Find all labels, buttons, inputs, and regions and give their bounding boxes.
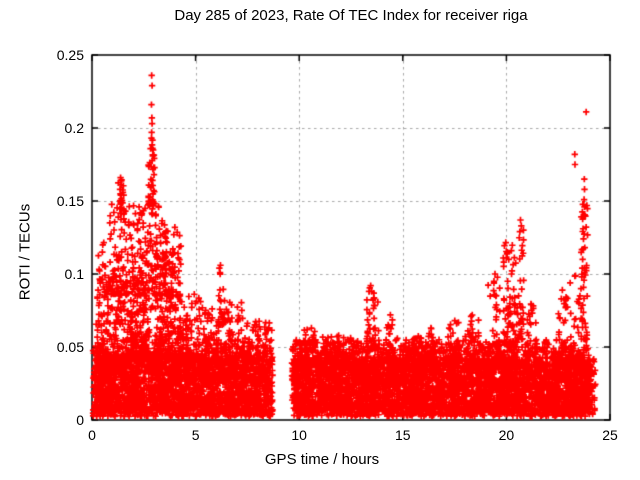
x-tick-label: 20 (498, 427, 515, 443)
y-tick-label: 0.1 (64, 266, 84, 282)
chart-title: Day 285 of 2023, Rate Of TEC Index for r… (174, 7, 528, 24)
x-tick-label: 10 (291, 427, 307, 443)
x-axis-label: GPS time / hours (264, 451, 380, 468)
y-axis-label: ROTI / TECUs (16, 203, 34, 301)
y-tick-label: 0 (76, 412, 84, 428)
y-tick-label: 0.05 (56, 339, 84, 355)
y-tick-label: 0.15 (56, 193, 84, 209)
x-tick-label: 25 (602, 427, 618, 443)
x-tick-label: 0 (88, 427, 96, 443)
x-tick-label: 15 (395, 427, 411, 443)
y-tick-label: 0.25 (56, 47, 84, 63)
x-tick-label: 5 (191, 427, 200, 443)
y-tick-label: 0.2 (64, 120, 84, 136)
